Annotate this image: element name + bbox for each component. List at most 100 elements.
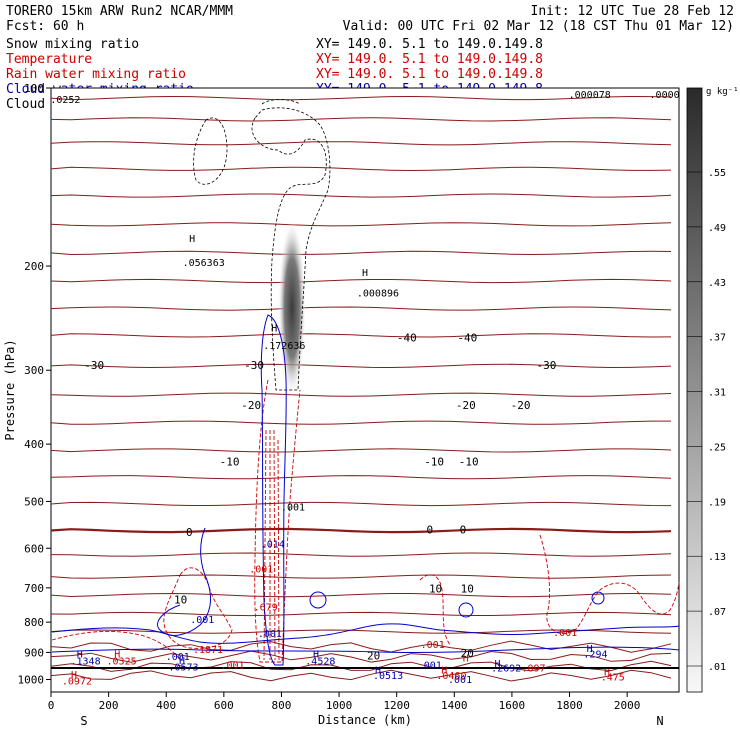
contour-annotation: .001 (553, 628, 577, 639)
contour-annotation: H (604, 668, 610, 679)
cloud-contour-west (157, 527, 211, 636)
contour-annotation: H (179, 656, 185, 667)
isotherm-line (50, 650, 672, 663)
field-xy: XY= 149.0. 5.1 to 149.0.149.8 (316, 52, 543, 67)
isotherm-line (50, 333, 672, 338)
contour-annotation: H (71, 670, 77, 681)
y-tick-label: 100 (24, 82, 44, 95)
colorbar-label: .31 (708, 388, 726, 399)
rain-contour-east (539, 534, 680, 635)
colorbar: g kg⁻¹ .01 .07 .13 .19 .25 .31 .37 .43 .49 .55 (686, 87, 739, 693)
colorbar-label: .43 (708, 278, 726, 289)
contour-annotation: H (463, 654, 469, 665)
contour-annotation: .0513 (373, 671, 403, 682)
colorbar-gradient (686, 87, 703, 693)
x-axis-label: Distance (km) (318, 713, 412, 727)
isotherm-label: 0 (460, 524, 467, 537)
x-tick-label: 1600 (499, 699, 526, 712)
contour-annotation: .014 (261, 539, 285, 550)
contour-annotation: .056363 (183, 258, 225, 269)
isotherm-line (50, 552, 672, 557)
contour-annotations: .0000 .000078 H .056363 H .000896 H .172636 .025… (50, 90, 679, 687)
isotherm-line (50, 640, 672, 653)
isotherm-label: -40 (457, 331, 477, 344)
colorbar-label: .19 (708, 497, 726, 508)
x-tick-label: 1200 (383, 699, 410, 712)
field-xy: XY= 149.0. 5.1 to 149.0.149.8 (316, 37, 543, 52)
contour-annotation: H (362, 268, 368, 279)
y-tick-label: 1000 (18, 673, 45, 686)
plot-area: -30 -30 -30 -40 -40 -20 -20 -20 -10 -10 -10 0 0 0 10 10… (50, 87, 680, 693)
cloud-contour-core (260, 314, 287, 666)
isotherm-line (50, 193, 672, 198)
y-tick-label: 500 (24, 495, 44, 508)
cloud-contour-eddy-1 (309, 591, 327, 609)
contour-annotation: .001 (190, 615, 214, 626)
contour-annotation: H (494, 659, 500, 670)
ice-contour-upper (261, 99, 301, 105)
cloud-contour-eddy-2 (458, 602, 474, 618)
isotherm-label: -40 (397, 331, 417, 344)
isotherm-line (50, 501, 672, 507)
contour-annotation: .001 (281, 503, 305, 514)
snow-plume (278, 218, 306, 398)
cloud-water-contours (51, 314, 680, 666)
contour-annotation: .097 (521, 664, 545, 675)
isotherm-line (50, 448, 672, 453)
y-axis-label: Pressure (hPa) (3, 339, 17, 440)
isotherm-label: 10 (174, 593, 187, 606)
x-tick-label: 2000 (614, 699, 641, 712)
contour-annotation: .172636 (263, 341, 305, 352)
colorbar-label: .37 (708, 333, 726, 344)
isotherm-line (50, 141, 672, 146)
contour-annotation: H (313, 649, 319, 660)
ice-contour-plume (251, 107, 331, 391)
isotherm-line (50, 669, 672, 682)
isotherm-line (50, 574, 672, 579)
isotherm-label: -20 (511, 399, 531, 412)
x-tick-label: 800 (272, 699, 292, 712)
header-forecast: Fcst: 60 h (6, 19, 84, 34)
isotherm-label: 0 (186, 526, 193, 539)
colorbar-label: .49 (708, 223, 726, 234)
contour-annotation: H (587, 644, 593, 655)
contour-annotation: H (271, 323, 277, 334)
isotherm-line (50, 278, 672, 284)
field-name: Rain water mixing ratio (6, 67, 186, 82)
cloud-contour-surface (51, 623, 680, 644)
contour-annotation: .1348 (71, 657, 101, 668)
isotherm-label: -20 (456, 399, 476, 412)
isotherm-line (50, 475, 672, 480)
contour-annotation: .0325 (107, 657, 137, 668)
header-valid: Valid: 00 UTC Fri 02 Mar 12 (18 CST Thu … (343, 19, 734, 34)
contour-annotation: H (114, 649, 120, 660)
y-tick-label: 300 (24, 364, 44, 377)
colorbar-label: .07 (708, 607, 726, 618)
colorbar-label: .01 (708, 662, 726, 673)
isotherm-line (50, 117, 672, 122)
isotherm-line (50, 611, 672, 617)
contour-annotation: .001 (418, 660, 442, 671)
isotherm-line (50, 306, 672, 311)
contour-annotation: .294 (583, 649, 607, 660)
isotherm-line (50, 250, 672, 256)
rain-contour-core (254, 379, 301, 663)
contour-annotation: .000896 (357, 288, 399, 299)
contour-annotation: .475 (601, 672, 625, 683)
x-tick-label: 1000 (326, 699, 353, 712)
isotherm-line (50, 420, 671, 425)
contour-annotation: .2692 (491, 664, 521, 675)
colorbar-unit: g kg⁻¹ (706, 87, 739, 97)
x-axis-left-end: S (80, 714, 87, 728)
cloud-contour-eddy-3 (591, 591, 605, 605)
contour-annotation: .0972 (62, 676, 92, 687)
colorbar-label: .13 (708, 552, 726, 563)
ice-contour-west (193, 117, 228, 185)
isotherm-label: 0 (427, 524, 434, 537)
contour-annotation: .0573 (168, 662, 198, 673)
contour-annotation: H (375, 665, 381, 676)
y-tick-label: 900 (24, 646, 44, 659)
y-tick-label: 800 (24, 616, 44, 629)
contour-annotation: H (189, 234, 195, 245)
